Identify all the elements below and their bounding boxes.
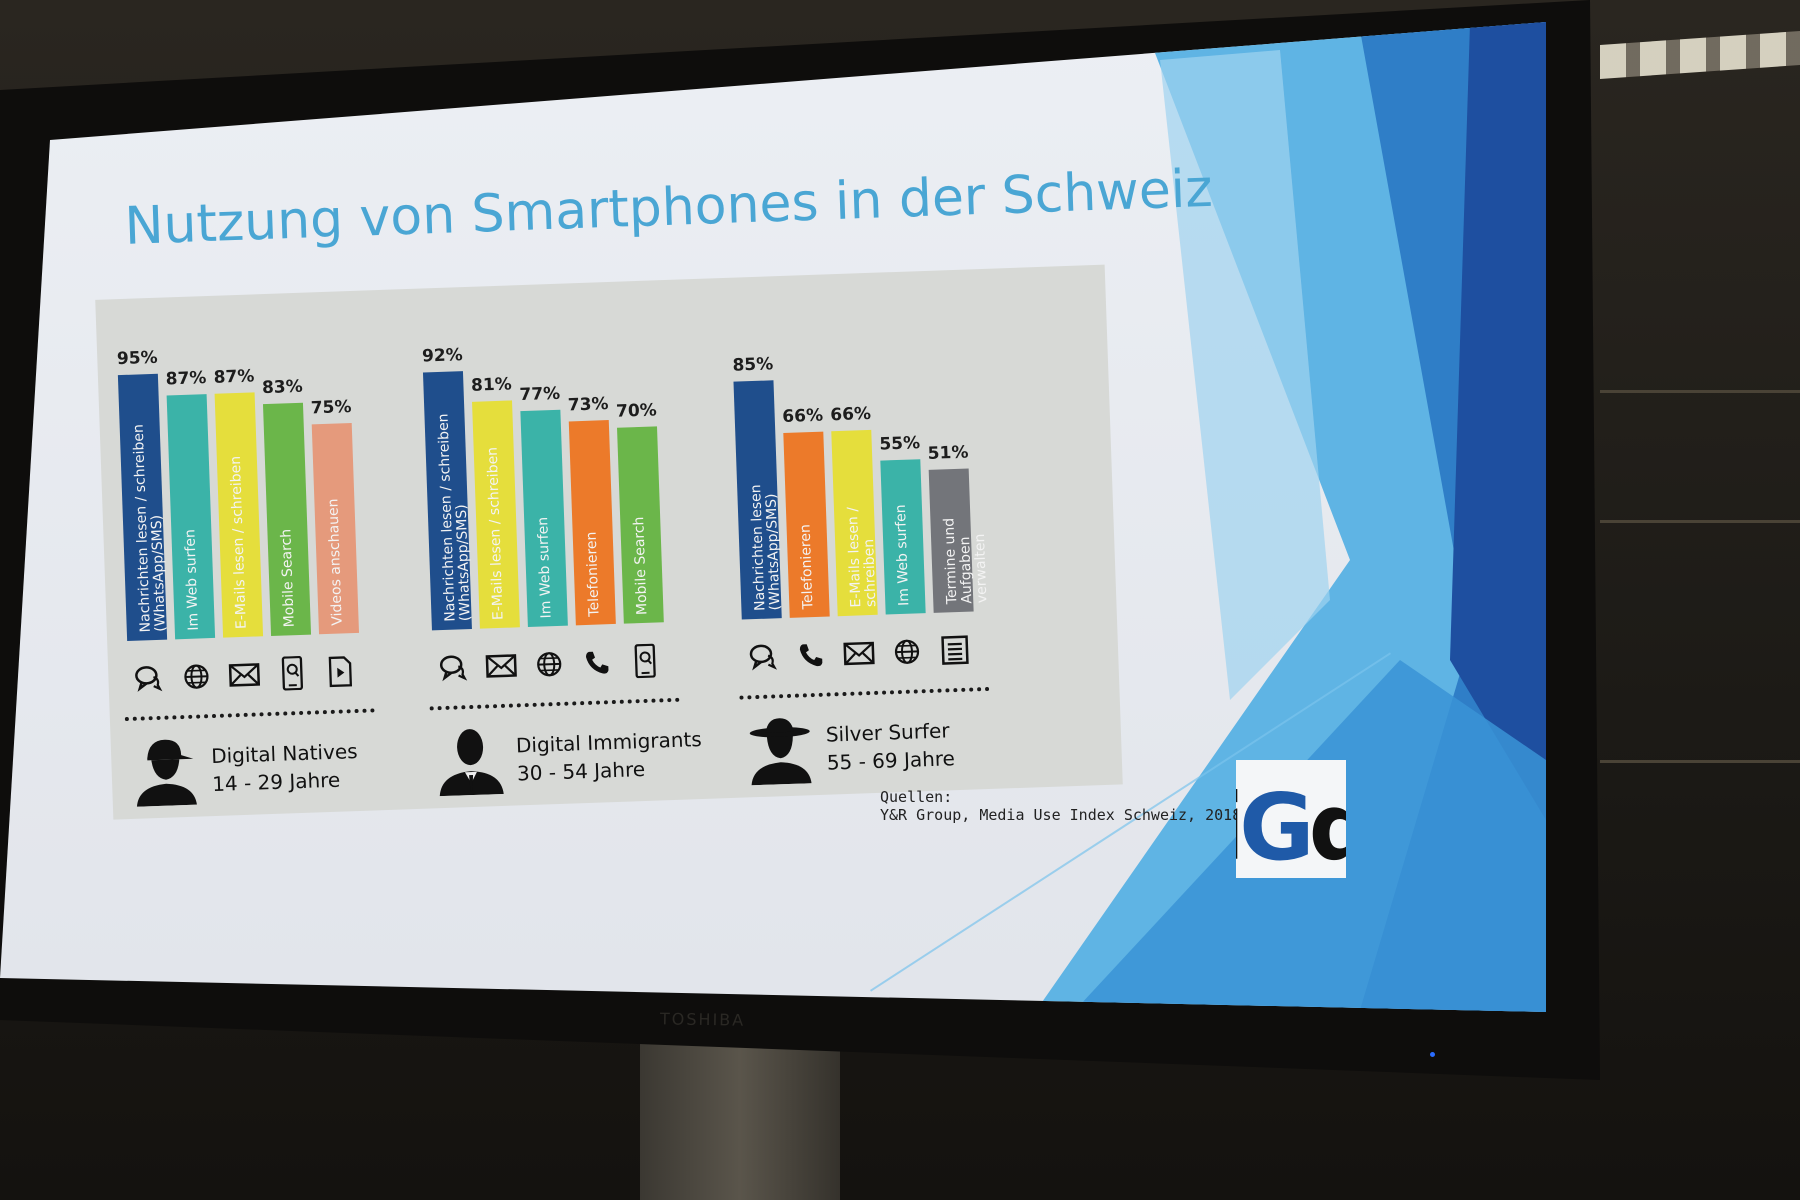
source-note: Quellen: Y&R Group, Media Use Index Schw… [880, 788, 1241, 824]
chart-group: Nachrichten lesen / schreiben (WhatsApp/… [410, 278, 728, 808]
source-heading: Quellen: [880, 788, 953, 806]
value-label: 92% [421, 345, 464, 367]
chart-panel: Nachrichten lesen / schreiben (WhatsApp/… [95, 264, 1123, 820]
globe-icon [179, 659, 214, 694]
chart-bar: E-Mails lesen / schreiben [214, 392, 264, 638]
chart-bar: Telefonieren [783, 431, 830, 618]
bar-label: Mobile Search [278, 528, 298, 628]
bar-label: Im Web surfen [535, 516, 555, 619]
mail-icon [841, 636, 876, 671]
phone-icon [580, 645, 615, 680]
chart-group: Nachrichten lesen (WhatsApp/SMS) 85% Telef… [720, 268, 1038, 798]
room-shelf [1600, 390, 1800, 393]
bar-label: E-Mails lesen / schreiben [844, 506, 880, 608]
power-led [1430, 1052, 1435, 1057]
person-icon [131, 735, 201, 807]
phone-search-icon [275, 655, 310, 691]
tv-brand: TOSHIBA [659, 1009, 746, 1030]
value-label: 75% [310, 397, 352, 419]
group-name: Silver Surfer [825, 718, 950, 747]
slide-title: Nutzung von Smartphones in der Schweiz [123, 158, 1214, 257]
room-shelf [1600, 520, 1800, 523]
chat-icon [436, 650, 471, 685]
chart-bar: Mobile Search [262, 402, 312, 636]
mail-icon [484, 648, 519, 683]
group-name: Digital Natives [210, 739, 358, 769]
value-label: 83% [261, 376, 304, 398]
chart-bar: Im Web surfen [520, 410, 568, 628]
igd-logo: iGd [1236, 760, 1346, 878]
video-file-icon [323, 654, 358, 689]
chart-bar: Telefonieren [568, 419, 616, 626]
chart-bar: Nachrichten lesen / schreiben (WhatsApp/… [117, 373, 169, 642]
chart-bar: Nachrichten lesen / schreiben (WhatsApp/… [422, 371, 474, 631]
bar-label: E-Mails lesen / schreiben [484, 446, 507, 621]
chart-bar: E-Mails lesen / schreiben [472, 400, 520, 629]
group-name: Digital Immigrants [515, 727, 703, 758]
globe-icon [532, 647, 567, 682]
chart-bar: E-Mails lesen / schreiben [831, 430, 880, 617]
group-age: 30 - 54 Jahre [516, 757, 646, 786]
value-label: 66% [830, 404, 872, 426]
tv-screen: Nutzung von Smartphones in der Schweiz N… [0, 22, 1546, 1012]
phone-search-icon [628, 643, 663, 679]
group-age: 55 - 69 Jahre [826, 746, 956, 775]
chart-bar: Im Web surfen [166, 394, 216, 640]
bar-label: Videos anschauen [325, 498, 346, 626]
ceiling-light [1600, 31, 1800, 79]
bar-label: Im Web surfen [182, 528, 202, 631]
bar-label: Termine und Aufgaben verwalten [941, 517, 991, 605]
source-text: Y&R Group, Media Use Index Schweiz, 2018 [880, 806, 1242, 824]
person-icon [435, 724, 505, 797]
chart-bar: Termine und Aufgaben verwalten [928, 468, 990, 613]
chart-bar: Videos anschauen [311, 423, 360, 635]
bar-label: Nachrichten lesen / schreiben (WhatsApp/… [435, 413, 474, 622]
tv-stand [640, 1040, 840, 1200]
group-age: 14 - 29 Jahre [211, 767, 341, 797]
bar-label: Telefonieren [583, 531, 603, 617]
value-label: 95% [116, 347, 158, 370]
person-icon [745, 713, 815, 786]
value-label: 85% [732, 354, 774, 376]
chart-group: Nachrichten lesen / schreiben (WhatsApp/… [105, 289, 423, 819]
chat-icon [746, 639, 781, 674]
bar-label: Telefonieren [797, 523, 817, 610]
globe-icon [889, 634, 924, 669]
chart-bar: Im Web surfen [880, 459, 926, 615]
slide: Nutzung von Smartphones in der Schweiz N… [90, 113, 1213, 969]
chat-icon [131, 661, 166, 696]
chart-bar: Mobile Search [617, 426, 664, 624]
room-shelf [1600, 760, 1800, 763]
phone-icon [793, 638, 828, 673]
value-label: 51% [927, 442, 969, 465]
list-icon [937, 633, 972, 668]
mail-icon [227, 657, 262, 692]
divider [739, 686, 990, 700]
bar-label: Mobile Search [631, 516, 651, 616]
bar-label: Nachrichten lesen / schreiben (WhatsApp/… [130, 423, 169, 633]
divider [124, 708, 375, 722]
bar-label: Im Web surfen [892, 504, 913, 607]
divider [429, 697, 680, 711]
value-label: 70% [615, 400, 658, 422]
bar-label: E-Mails lesen / schreiben [227, 455, 250, 630]
